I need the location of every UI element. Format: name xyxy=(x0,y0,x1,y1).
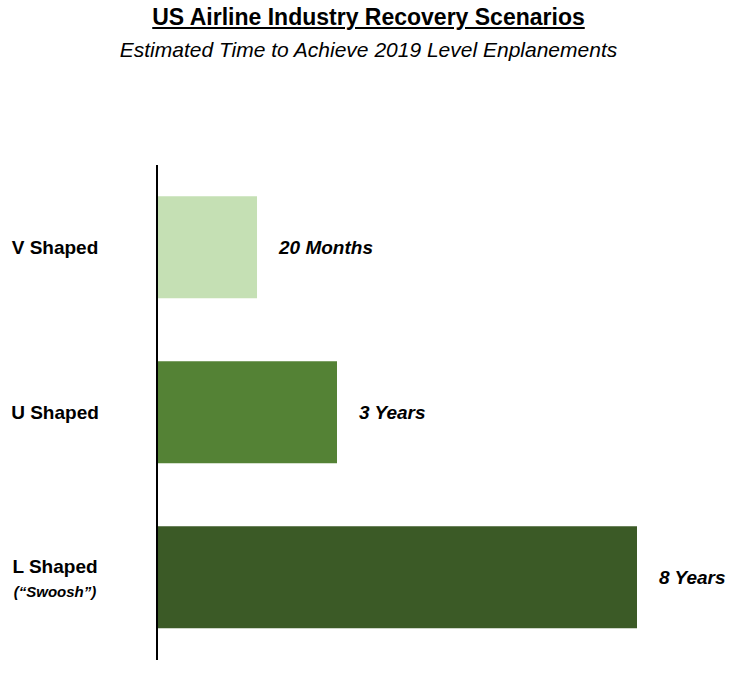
svg-text:V Shaped: V Shaped xyxy=(12,237,99,258)
svg-text:3 Years: 3 Years xyxy=(359,402,426,423)
html-text:Estimated Time to Achieve 2019: Estimated Time to Achieve 2019 Level Enp… xyxy=(119,38,618,61)
svg-text:L Shaped: L Shaped xyxy=(12,556,97,577)
svg-text:(“Swoosh”): (“Swoosh”) xyxy=(14,583,97,600)
html-text:US Airline Industry Recovery S: US Airline Industry Recovery Scenarios xyxy=(152,4,585,30)
svg-text:20 Months: 20 Months xyxy=(278,237,373,258)
svg-text:U Shaped: U Shaped xyxy=(11,402,99,423)
svg-text:8 Years: 8 Years xyxy=(659,567,726,588)
